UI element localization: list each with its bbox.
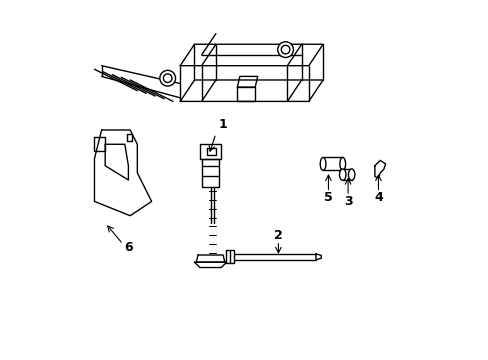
Polygon shape <box>237 87 255 102</box>
Polygon shape <box>225 250 234 263</box>
Text: 5: 5 <box>324 192 332 204</box>
Polygon shape <box>94 130 151 216</box>
Polygon shape <box>194 262 226 267</box>
Ellipse shape <box>320 157 325 170</box>
Polygon shape <box>94 137 105 152</box>
Ellipse shape <box>348 169 354 180</box>
Text: 2: 2 <box>273 229 282 242</box>
Polygon shape <box>201 158 219 187</box>
Polygon shape <box>180 80 323 102</box>
Text: 4: 4 <box>373 192 382 204</box>
Polygon shape <box>180 44 323 66</box>
Ellipse shape <box>339 169 345 180</box>
Text: 6: 6 <box>124 241 132 255</box>
Polygon shape <box>206 148 216 155</box>
Polygon shape <box>374 160 385 178</box>
Polygon shape <box>200 144 221 158</box>
Circle shape <box>277 42 293 58</box>
Polygon shape <box>315 254 321 260</box>
Ellipse shape <box>339 157 345 170</box>
Text: 3: 3 <box>343 195 352 208</box>
Circle shape <box>160 70 175 86</box>
Polygon shape <box>237 76 257 87</box>
Text: 1: 1 <box>218 118 227 131</box>
Polygon shape <box>196 255 224 262</box>
